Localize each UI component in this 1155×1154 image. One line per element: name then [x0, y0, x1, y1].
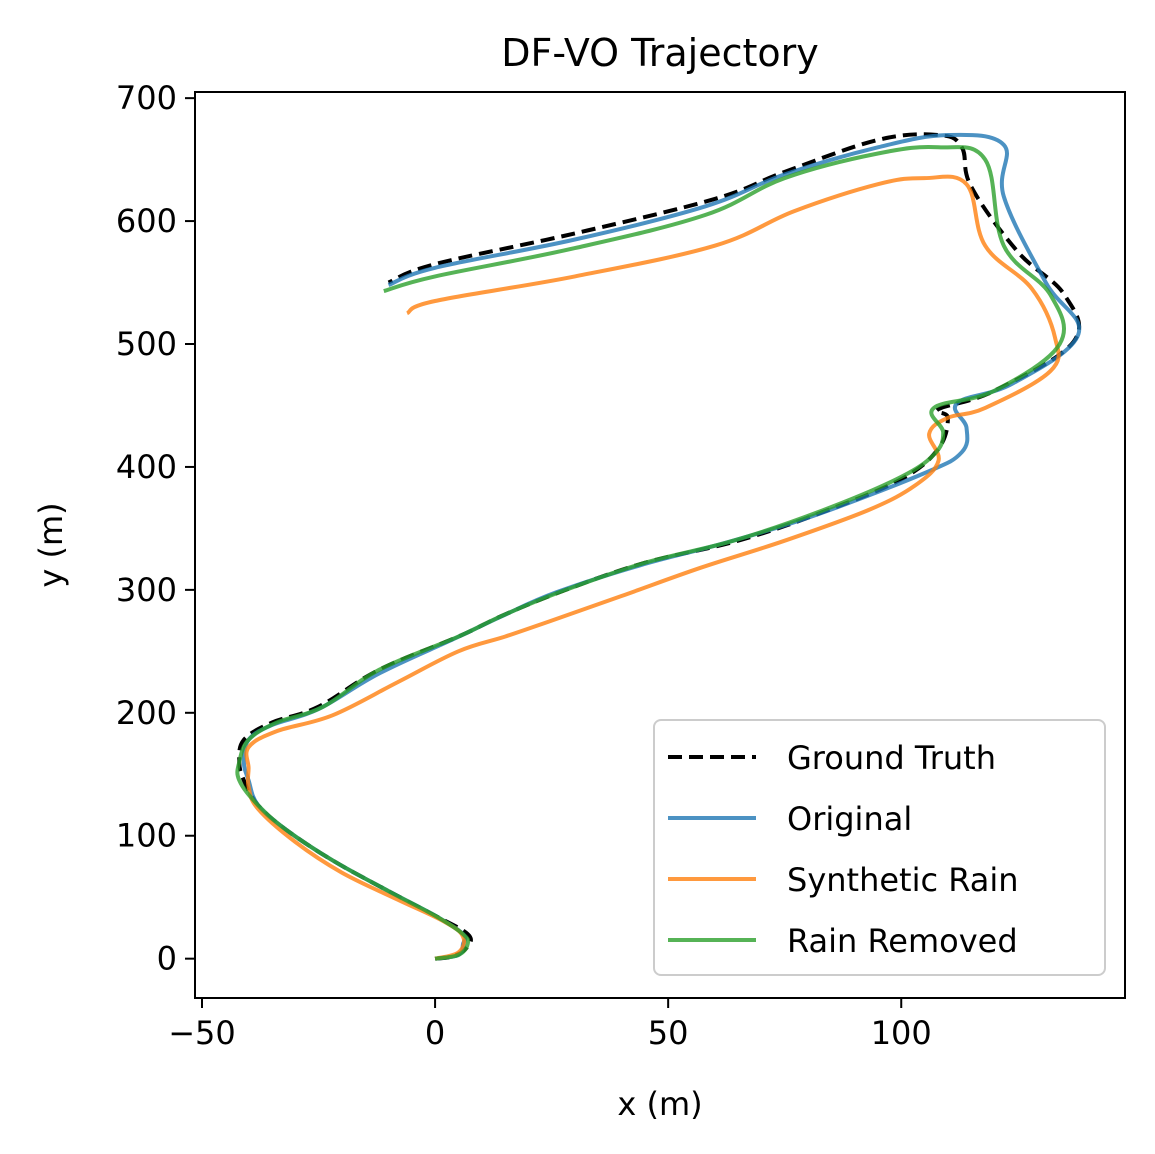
- legend-label-synthetic-rain: Synthetic Rain: [787, 861, 1019, 899]
- legend-label-ground-truth: Ground Truth: [787, 739, 996, 777]
- x-tick-label: −50: [168, 1014, 236, 1052]
- series-line-synthetic-rain: [244, 174, 1061, 961]
- legend-label-rain-removed: Rain Removed: [787, 922, 1018, 960]
- legend-box: [653, 719, 1106, 976]
- y-tick-label: 200: [116, 694, 177, 732]
- x-axis-label: x (m): [617, 1085, 702, 1123]
- y-tick-label: 500: [116, 325, 177, 363]
- y-tick-label: 700: [116, 79, 177, 117]
- plot-area-frame: [194, 91, 1126, 999]
- y-tick-label: 0: [157, 940, 177, 978]
- y-tick-label: 100: [116, 817, 177, 855]
- x-axis-ticks: −50 0 50 100: [168, 998, 932, 1052]
- x-tick-label: 0: [425, 1014, 445, 1052]
- y-tick-label: 300: [116, 571, 177, 609]
- chart-title: DF-VO Trajectory: [501, 31, 819, 75]
- x-tick-label: 100: [871, 1014, 932, 1052]
- series-layer: [235, 132, 1082, 961]
- legend-label-original: Original: [787, 800, 912, 838]
- y-tick-label: 400: [116, 448, 177, 486]
- legend: Ground Truth Original Synthetic Rain Rain R…: [653, 719, 1106, 976]
- y-axis-ticks: 0 100 200 300 400 500 600 700: [116, 79, 195, 978]
- x-tick-label: 50: [648, 1014, 689, 1052]
- y-axis-label: y (m): [32, 502, 70, 587]
- series-line-rain-removed: [235, 145, 1066, 961]
- y-tick-label: 600: [116, 202, 177, 240]
